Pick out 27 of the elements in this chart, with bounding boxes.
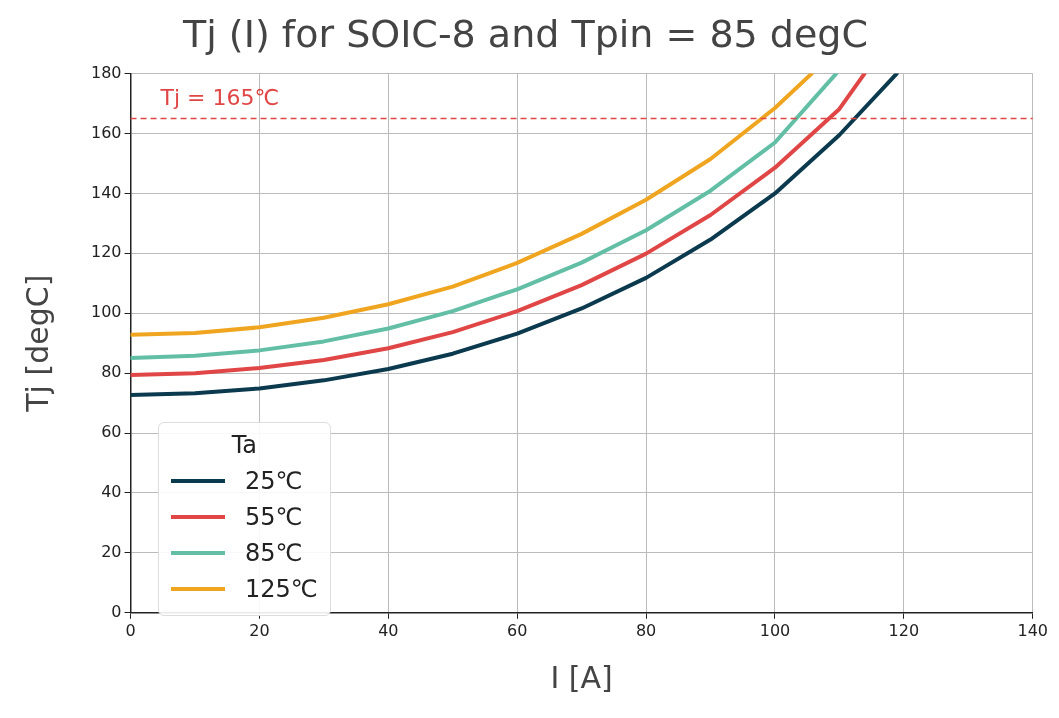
y-tick-label: 20 bbox=[101, 542, 122, 562]
y-tick-label: 0 bbox=[111, 601, 122, 621]
legend-label: 125℃ bbox=[245, 574, 318, 605]
y-tick-label: 80 bbox=[101, 362, 122, 382]
x-tick-label: 20 bbox=[249, 620, 270, 640]
legend-label: 25℃ bbox=[245, 466, 303, 497]
x-tick-label: 80 bbox=[635, 620, 657, 640]
legend-title: Ta bbox=[230, 431, 259, 459]
legend-label: 85℃ bbox=[245, 538, 303, 569]
x-tick-label: 120 bbox=[888, 620, 920, 640]
y-tick-label: 180 bbox=[90, 62, 122, 82]
y-tick-label: 40 bbox=[101, 482, 122, 502]
legend-label: 55℃ bbox=[245, 502, 303, 533]
y-axis-title: Tj [degC] bbox=[19, 274, 55, 413]
x-tick-label: 60 bbox=[507, 620, 528, 640]
x-axis-title: I [A] bbox=[550, 659, 613, 695]
x-tick-label: 0 bbox=[125, 620, 136, 640]
ref-line-label: Tj = 165℃ bbox=[159, 85, 280, 111]
x-tick-label: 40 bbox=[378, 620, 399, 640]
y-tick-label: 140 bbox=[90, 182, 122, 202]
y-tick-label: 160 bbox=[90, 122, 122, 142]
y-tick-label: 60 bbox=[101, 422, 122, 442]
x-tick-label: 140 bbox=[1017, 620, 1048, 640]
y-tick-label: 100 bbox=[90, 302, 122, 322]
y-tick-label: 120 bbox=[90, 242, 122, 262]
chart-title: Tj (I) for SOIC-8 and Tpin = 85 degC bbox=[182, 11, 868, 56]
x-tick-label: 100 bbox=[759, 620, 791, 640]
